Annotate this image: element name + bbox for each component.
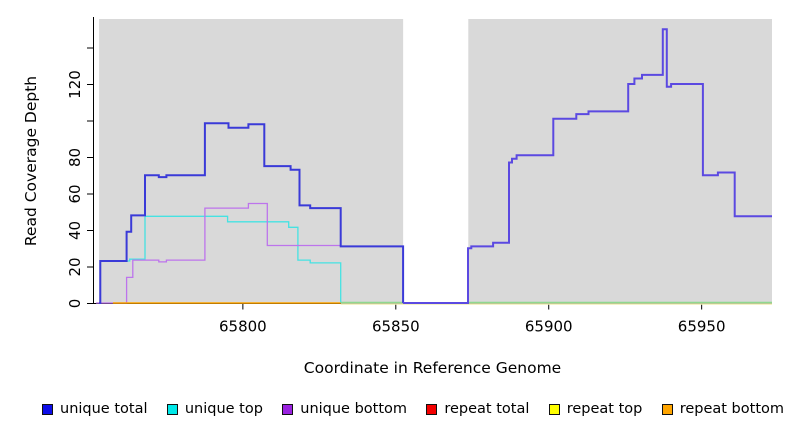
legend-item-repeat-top: repeat top (548, 401, 643, 417)
legend-swatch-unique-bottom (282, 403, 294, 415)
y-tick-label: 0 (66, 299, 84, 309)
legend-item-unique-top: unique top (166, 401, 263, 417)
coverage-band (468, 19, 772, 303)
y-tick-label: 80 (66, 148, 84, 167)
y-tick-label: 20 (66, 257, 84, 276)
legend-swatch-repeat-total (426, 403, 438, 415)
legend-item-repeat-bottom: repeat bottom (661, 401, 784, 417)
y-tick-label: 120 (66, 70, 84, 99)
legend-swatch-repeat-bottom (661, 403, 673, 415)
legend-label: repeat total (444, 401, 530, 417)
x-tick-label: 65950 (678, 318, 726, 336)
series-unique-total-right (403, 28, 772, 304)
legend-label: repeat top (566, 401, 643, 417)
series-unique-total-left (99, 122, 405, 304)
x-tick-label: 65900 (525, 318, 573, 336)
legend-item-unique-bottom: unique bottom (282, 401, 407, 417)
legend-label: unique bottom (300, 401, 408, 417)
legend-item-repeat-total: repeat total (426, 401, 529, 417)
y-tick-label: 40 (66, 221, 84, 240)
x-axis-title: Coordinate in Reference Genome (303, 359, 562, 377)
legend-swatch-unique-top (166, 403, 178, 415)
coverage-band (99, 19, 404, 303)
legend-swatch-unique-total (42, 403, 53, 415)
x-tick-label: 65800 (219, 318, 267, 336)
y-tick-label: 60 (66, 184, 84, 203)
legend-label: repeat bottom (679, 401, 784, 417)
x-tick-label: 65850 (372, 318, 420, 336)
legend-label: unique top (184, 401, 263, 417)
chart-legend: unique total unique top unique bottom repea… (42, 401, 784, 417)
legend-label: unique total (60, 401, 148, 417)
legend-swatch-repeat-top (548, 403, 560, 415)
legend-item-unique-total: unique total (42, 401, 148, 417)
